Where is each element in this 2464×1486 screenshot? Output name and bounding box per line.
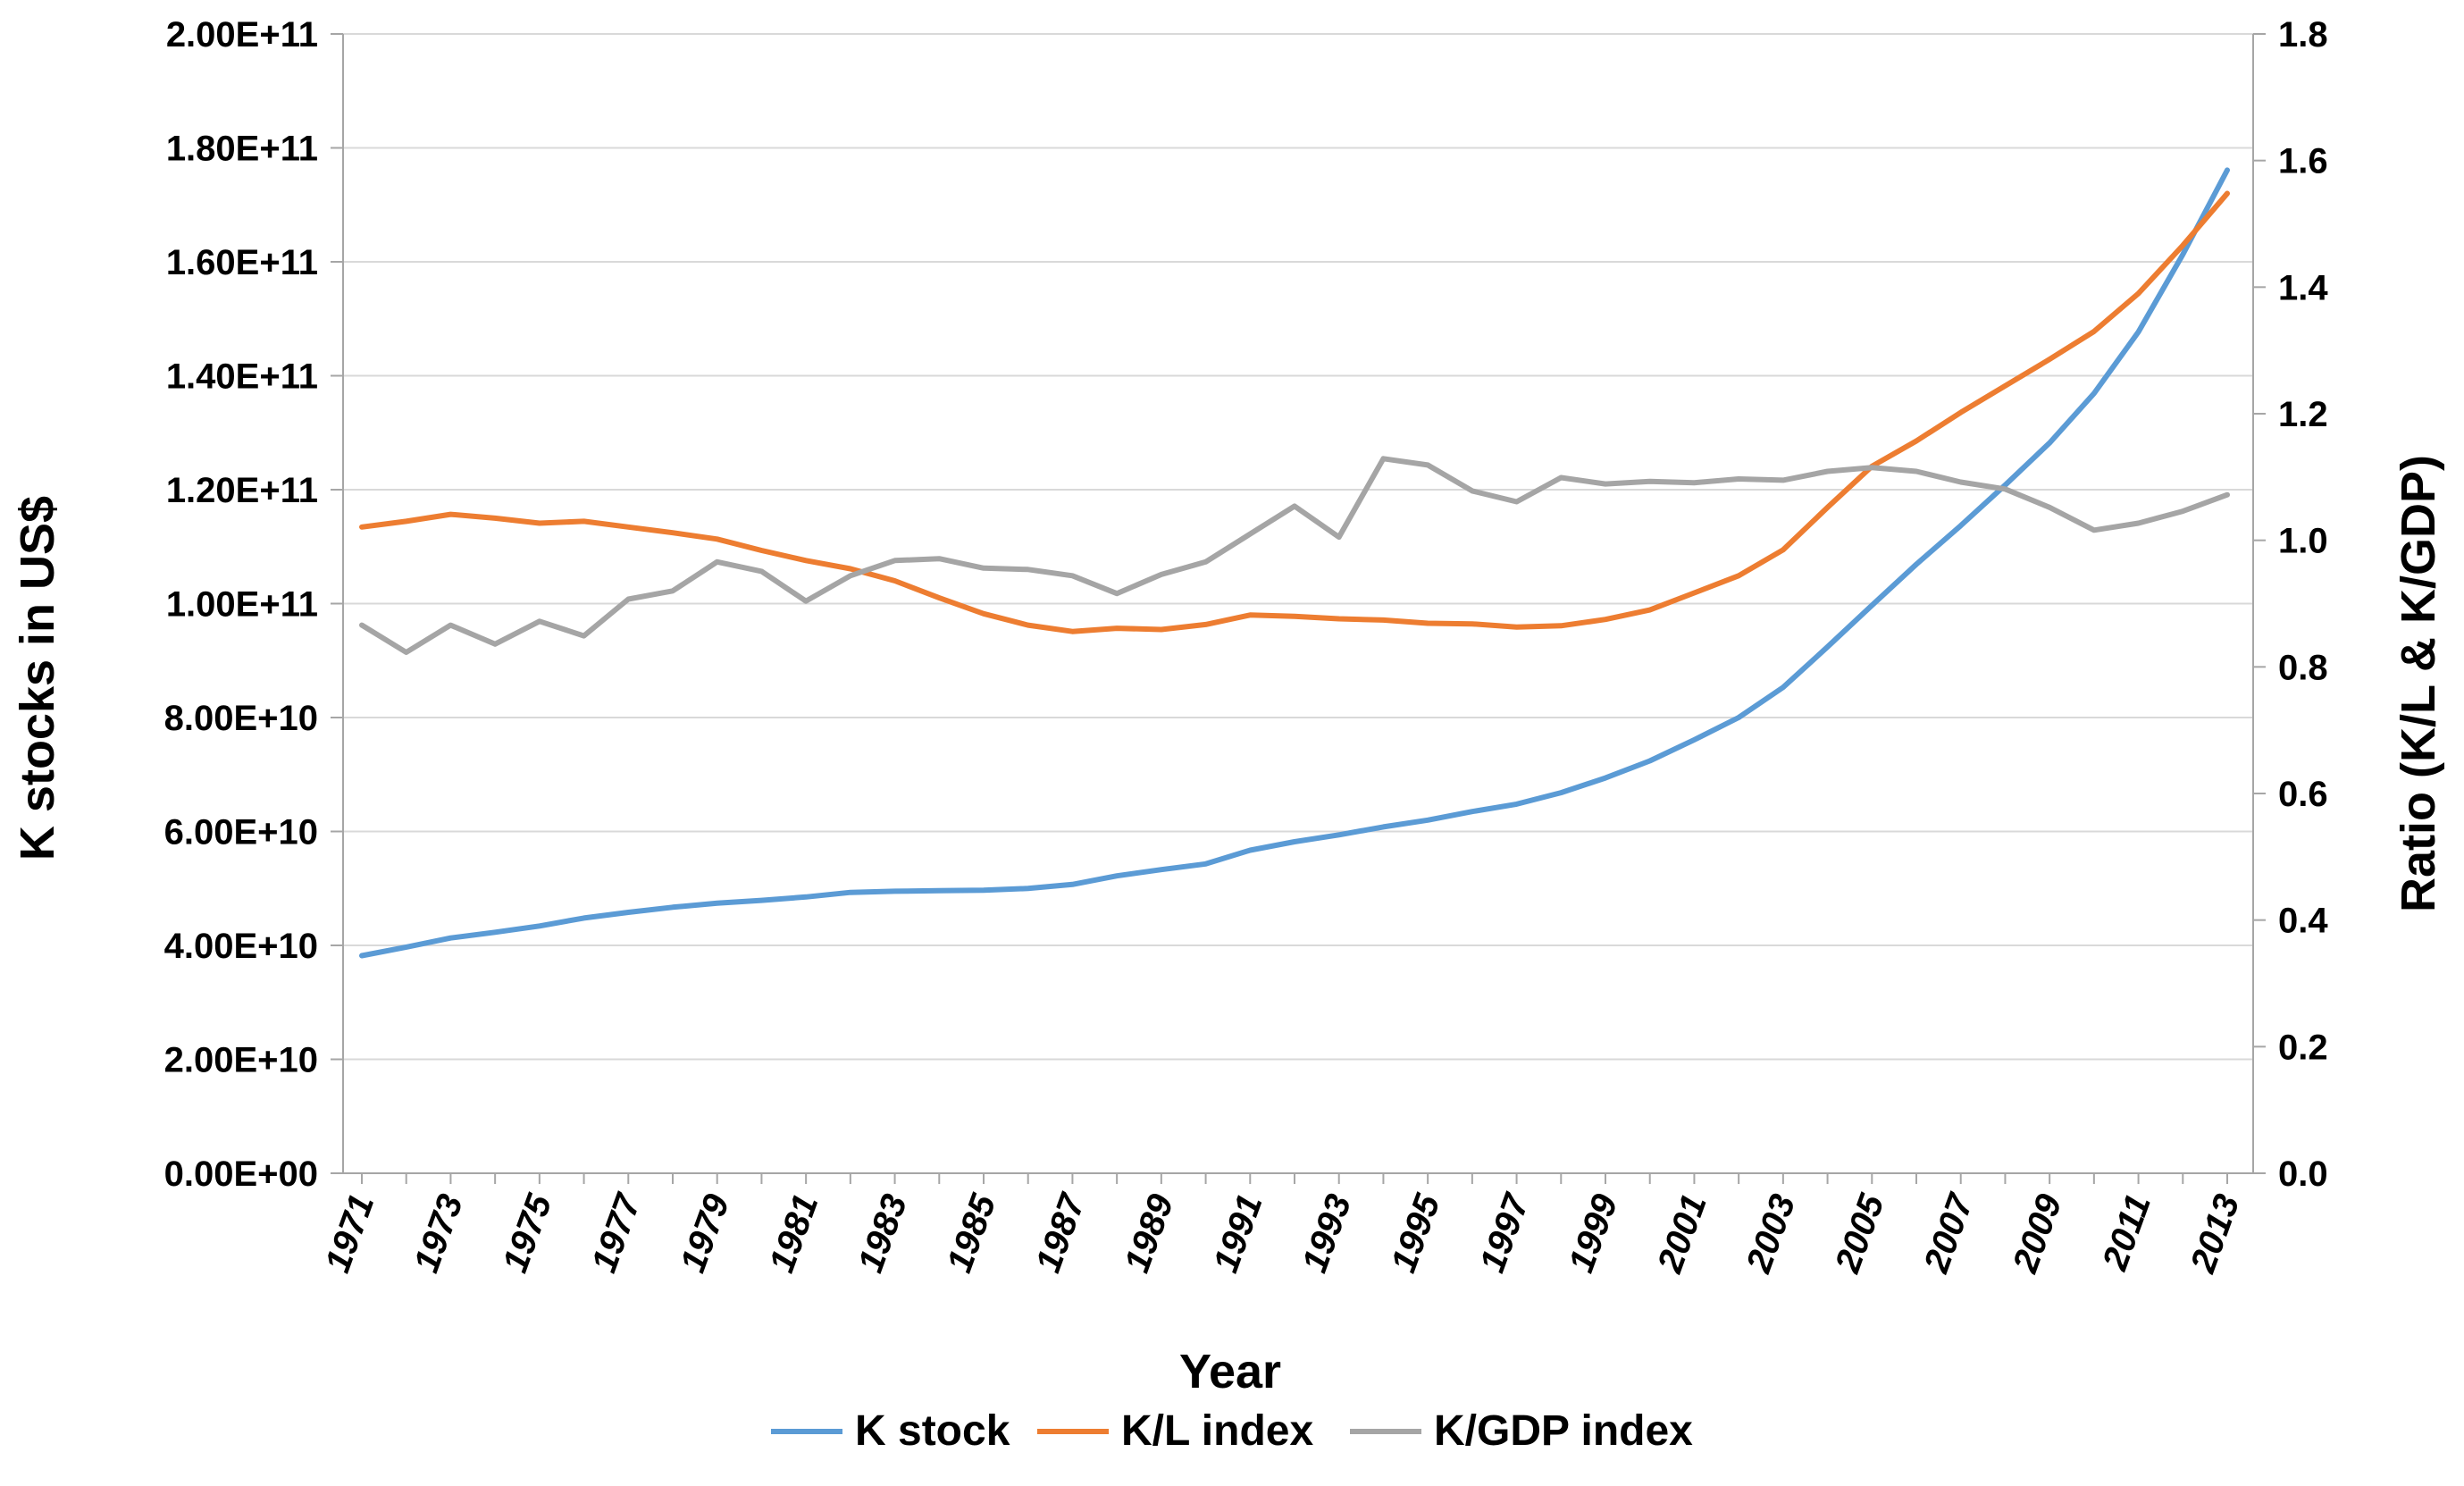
series-line-k-gdp-index [359, 456, 2230, 655]
x-tick-label: 1993 [1295, 1189, 1359, 1278]
x-tick-label: 2005 [1828, 1188, 1892, 1278]
x-tick-label: 1981 [762, 1189, 826, 1278]
axes-layer: 0.00E+00 2.00E+10 4.00E+10 6.00E+10 8.00E+10… [164, 15, 2329, 1279]
y-right-tick-label: 0.4 [2278, 902, 2328, 941]
y-right-tick-label: 0.2 [2278, 1028, 2328, 1067]
y-right-tick-label: 1.0 [2278, 522, 2328, 561]
x-tick-label: 2003 [1739, 1189, 1803, 1279]
y-left-tick-label: 1.00E+11 [166, 585, 318, 625]
x-tick-label: 1973 [406, 1189, 471, 1278]
y-right-tick-label: 1.8 [2278, 15, 2328, 55]
labels-layer: Year K stocks in US$ Ratio (K/L & K/GDP) [11, 455, 2445, 1398]
x-tick-label: 1995 [1384, 1188, 1448, 1277]
x-tick-label: 2001 [1650, 1189, 1714, 1279]
y-left-tick-label: 1.20E+11 [166, 471, 318, 510]
x-tick-label: 1983 [851, 1189, 915, 1278]
series-layer [359, 167, 2230, 959]
y-right-tick-label: 0.0 [2278, 1154, 2328, 1194]
x-tick-label: 1987 [1028, 1188, 1093, 1277]
x-tick-label: 1971 [318, 1189, 382, 1278]
series-line-k-l-index [359, 190, 2230, 634]
legend-label-k-l-index: K/L index [1121, 1407, 1313, 1455]
grid-layer [343, 33, 2253, 1061]
y-right-tick-label: 0.6 [2278, 775, 2328, 814]
x-tick-label: 2007 [1916, 1188, 1982, 1278]
x-tick-label: 1997 [1472, 1188, 1537, 1277]
x-tick-label: 2011 [2095, 1189, 2158, 1276]
x-tick-label: 1985 [940, 1188, 1004, 1277]
series-line-k-stock [359, 167, 2230, 959]
x-tick-label: 1977 [584, 1188, 649, 1277]
x-tick-label: 2009 [2005, 1188, 2069, 1278]
y-left-tick-label: 1.60E+11 [166, 243, 318, 282]
x-tick-label: 1975 [496, 1188, 560, 1277]
x-tick-label: 2013 [2183, 1189, 2247, 1279]
y-axis-right-title: Ratio (K/L & K/GDP) [2392, 455, 2445, 912]
x-tick-label: 1991 [1206, 1189, 1270, 1278]
y-left-tick-label: 1.40E+11 [166, 357, 318, 397]
y-left-tick-label: 6.00E+10 [164, 813, 318, 852]
legend-label-k-gdp-index: K/GDP index [1434, 1407, 1693, 1455]
y-left-tick-label: 1.80E+11 [166, 130, 318, 169]
y-right-tick-label: 1.6 [2278, 142, 2328, 181]
legend: K stock K/L index K/GDP index [771, 1407, 1693, 1455]
x-tick-label: 1989 [1118, 1188, 1182, 1277]
x-axis-title: Year [1179, 1345, 1281, 1398]
y-left-tick-label: 4.00E+10 [164, 927, 318, 966]
y-axis-left-title: K stocks in US$ [11, 496, 64, 861]
y-right-tick-label: 1.2 [2278, 395, 2328, 434]
y-left-tick-label: 8.00E+10 [164, 699, 318, 738]
y-left-tick-label: 2.00E+10 [164, 1041, 318, 1080]
x-tick-label: 1979 [673, 1188, 737, 1277]
y-right-tick-label: 1.4 [2278, 268, 2328, 307]
y-left-tick-label: 0.00E+00 [164, 1154, 318, 1194]
y-right-tick-label: 0.8 [2278, 648, 2328, 687]
y-left-tick-label: 2.00E+11 [166, 15, 318, 55]
legend-label-k-stock: K stock [855, 1407, 1010, 1455]
x-tick-label: 1999 [1562, 1188, 1626, 1277]
